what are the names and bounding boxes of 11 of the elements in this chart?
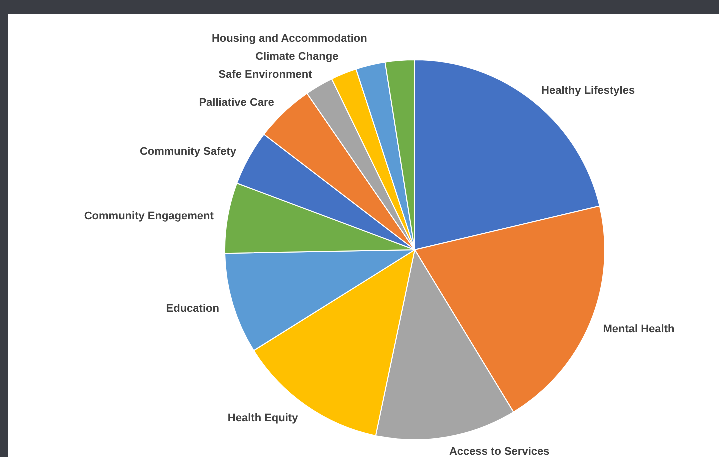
slice-label: Education — [166, 303, 220, 316]
slice-label: Community Engagement — [84, 210, 214, 223]
slice-label: Community Safety — [140, 146, 238, 158]
slice-label: Healthy Lifestyles — [542, 84, 636, 97]
slice-label: Palliative Care — [199, 97, 274, 110]
slice-label: Health Equity — [228, 412, 300, 424]
slice-label: Safe Environment — [218, 68, 313, 81]
slice-label: Mental Health — [603, 324, 676, 336]
slice-label: Climate Change — [256, 50, 339, 63]
slice-label: Housing and Accommodation — [212, 32, 368, 45]
slice-label: Access to Services — [449, 446, 550, 457]
